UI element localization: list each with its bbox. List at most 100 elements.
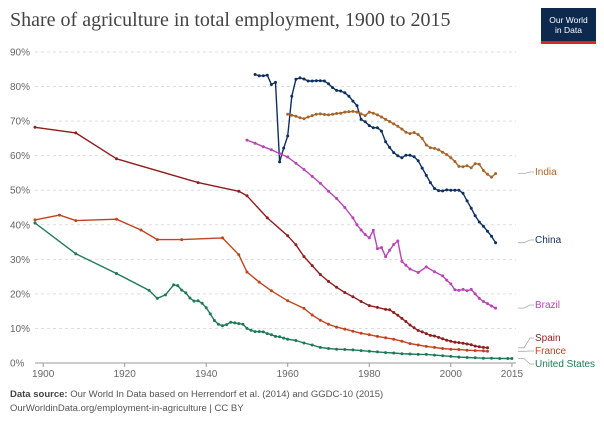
data-point-china[interactable]: [457, 188, 461, 192]
data-point-united-states[interactable]: [225, 323, 229, 327]
data-point-china[interactable]: [441, 189, 445, 193]
data-point-brazil[interactable]: [408, 267, 412, 271]
data-point-united-states[interactable]: [241, 322, 245, 326]
data-point-united-states[interactable]: [282, 336, 286, 340]
data-point-france[interactable]: [257, 280, 261, 284]
data-point-india[interactable]: [359, 112, 363, 116]
data-point-brazil[interactable]: [294, 161, 298, 165]
data-point-france[interactable]: [302, 306, 306, 310]
data-point-china[interactable]: [486, 229, 489, 233]
data-point-spain[interactable]: [74, 131, 78, 135]
data-point-spain[interactable]: [359, 300, 363, 303]
data-point-united-states[interactable]: [163, 293, 167, 297]
data-point-france[interactable]: [367, 333, 371, 337]
data-point-united-states[interactable]: [208, 312, 212, 316]
data-point-united-states[interactable]: [318, 345, 322, 349]
data-point-india[interactable]: [343, 110, 347, 114]
data-point-france[interactable]: [318, 318, 322, 322]
data-point-united-states[interactable]: [269, 333, 273, 337]
data-point-brazil[interactable]: [367, 236, 371, 240]
data-point-china[interactable]: [428, 181, 432, 185]
data-point-brazil[interactable]: [335, 197, 339, 200]
data-point-spain[interactable]: [481, 345, 485, 349]
data-point-china[interactable]: [400, 156, 404, 160]
data-point-spain[interactable]: [302, 255, 306, 259]
data-point-spain[interactable]: [351, 295, 355, 299]
data-point-china[interactable]: [384, 140, 388, 144]
data-point-spain[interactable]: [477, 345, 481, 349]
data-point-united-states[interactable]: [449, 354, 453, 358]
data-point-united-states[interactable]: [257, 330, 261, 334]
data-point-united-states[interactable]: [180, 288, 184, 292]
series-spain[interactable]: [33, 125, 490, 350]
data-point-china[interactable]: [269, 83, 273, 86]
data-point-brazil[interactable]: [343, 206, 347, 209]
data-point-india[interactable]: [428, 146, 432, 150]
data-point-china[interactable]: [278, 160, 282, 164]
data-point-united-states[interactable]: [375, 350, 379, 354]
data-point-china[interactable]: [298, 76, 302, 80]
data-point-united-states[interactable]: [184, 291, 188, 295]
data-point-india[interactable]: [412, 131, 416, 134]
series-china[interactable]: [253, 73, 498, 245]
data-point-china[interactable]: [416, 159, 420, 163]
data-point-china[interactable]: [274, 80, 277, 84]
data-point-india[interactable]: [445, 153, 449, 157]
data-point-brazil[interactable]: [465, 289, 469, 293]
data-point-brazil[interactable]: [302, 168, 306, 171]
data-point-spain[interactable]: [388, 308, 392, 312]
series-line-india[interactable]: [287, 110, 497, 178]
data-point-brazil[interactable]: [449, 282, 453, 286]
data-point-france[interactable]: [327, 322, 330, 326]
data-point-china[interactable]: [433, 187, 436, 190]
data-point-china[interactable]: [318, 79, 322, 83]
data-point-united-states[interactable]: [424, 352, 428, 356]
data-point-china[interactable]: [363, 120, 367, 124]
data-point-united-states[interactable]: [286, 337, 290, 341]
data-point-brazil[interactable]: [445, 278, 449, 282]
data-point-spain[interactable]: [318, 273, 322, 276]
data-point-india[interactable]: [310, 114, 314, 118]
data-point-france[interactable]: [441, 347, 445, 350]
data-point-france[interactable]: [269, 289, 273, 293]
data-point-china[interactable]: [445, 188, 449, 192]
data-point-china[interactable]: [322, 79, 326, 83]
data-point-brazil[interactable]: [433, 270, 436, 274]
data-point-india[interactable]: [355, 110, 359, 114]
data-point-china[interactable]: [339, 89, 343, 93]
data-point-china[interactable]: [290, 94, 294, 98]
data-point-spain[interactable]: [445, 338, 449, 342]
data-point-united-states[interactable]: [155, 296, 159, 300]
data-point-united-states[interactable]: [176, 284, 180, 288]
data-point-brazil[interactable]: [453, 288, 457, 292]
data-point-brazil[interactable]: [457, 288, 461, 292]
data-point-india[interactable]: [286, 112, 290, 116]
data-point-china[interactable]: [335, 88, 339, 92]
series-brazil[interactable]: [245, 138, 498, 310]
data-point-brazil[interactable]: [261, 145, 265, 149]
data-point-france[interactable]: [237, 253, 241, 257]
data-point-united-states[interactable]: [221, 324, 224, 328]
data-point-china[interactable]: [375, 126, 379, 130]
data-point-united-states[interactable]: [457, 355, 461, 359]
data-point-spain[interactable]: [469, 343, 473, 347]
data-point-china[interactable]: [359, 117, 363, 121]
data-point-india[interactable]: [294, 114, 298, 118]
data-point-france[interactable]: [457, 348, 461, 351]
data-point-india[interactable]: [314, 112, 318, 116]
data-point-brazil[interactable]: [253, 141, 257, 145]
data-point-brazil[interactable]: [327, 189, 330, 193]
data-point-brazil[interactable]: [404, 263, 408, 267]
data-point-united-states[interactable]: [327, 347, 330, 350]
data-point-india[interactable]: [351, 109, 355, 113]
url-line[interactable]: OurWorldinData.org/employment-in-agricul…: [10, 403, 244, 414]
data-point-china[interactable]: [294, 77, 298, 81]
data-point-spain[interactable]: [416, 329, 420, 332]
data-point-china[interactable]: [302, 77, 306, 81]
data-point-spain[interactable]: [465, 342, 469, 346]
data-point-india[interactable]: [469, 166, 473, 170]
data-point-united-states[interactable]: [400, 352, 404, 356]
data-point-brazil[interactable]: [392, 243, 396, 246]
data-point-united-states[interactable]: [265, 332, 269, 336]
data-point-india[interactable]: [384, 117, 388, 121]
